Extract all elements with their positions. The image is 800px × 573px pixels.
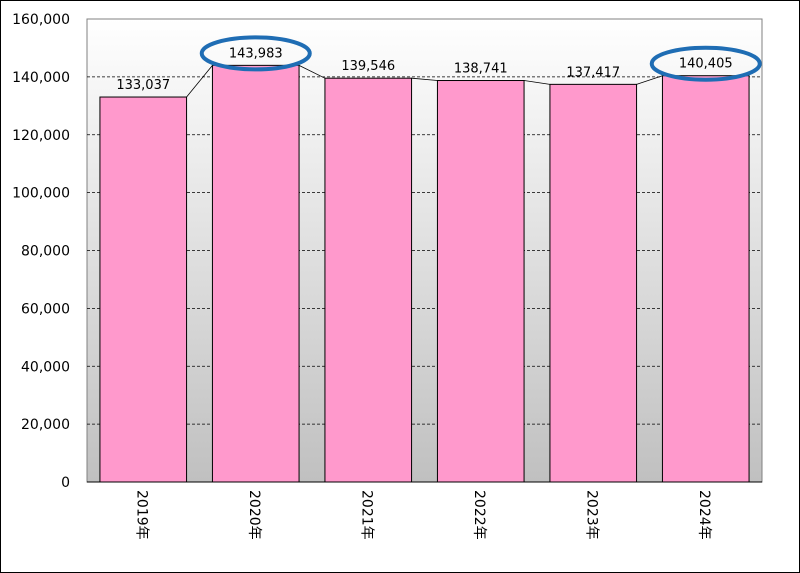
series-line bbox=[298, 64, 326, 79]
data-label: 140,405 bbox=[679, 57, 733, 72]
x-tick-label: 2023年 bbox=[583, 490, 599, 540]
data-label: 133,037 bbox=[116, 78, 170, 93]
series-line bbox=[524, 80, 550, 85]
y-tick-label: 20,000 bbox=[21, 417, 70, 433]
highlight-ring bbox=[199, 35, 312, 72]
series-connector-lines bbox=[186, 64, 663, 98]
data-label: 139,546 bbox=[341, 59, 395, 74]
data-label: 138,741 bbox=[454, 62, 508, 77]
highlight-rings bbox=[199, 35, 762, 82]
highlight-ring bbox=[649, 45, 762, 82]
data-label: 137,417 bbox=[566, 65, 620, 80]
x-tick-label: 2020年 bbox=[246, 490, 262, 540]
y-tick-label: 160,000 bbox=[12, 12, 70, 28]
y-tick-label: 0 bbox=[61, 475, 70, 491]
bars bbox=[99, 64, 750, 483]
series-line bbox=[636, 75, 663, 85]
y-tick-label: 120,000 bbox=[12, 128, 70, 144]
series-line bbox=[186, 65, 213, 98]
bar bbox=[549, 83, 638, 483]
y-axis-tick-labels: 0 20,000 40,000 60,000 80,000 100,000 120,000 1… bbox=[12, 12, 70, 491]
x-tick-label: 2021年 bbox=[358, 490, 374, 540]
y-tick-label: 140,000 bbox=[12, 70, 70, 86]
x-axis-category-labels: 2019年 2020年 2021年 2022年 2023年 2024年 bbox=[133, 490, 712, 540]
y-tick-label: 60,000 bbox=[21, 301, 70, 317]
x-tick-label: 2024年 bbox=[696, 490, 712, 540]
bar bbox=[661, 75, 750, 483]
x-tick-label: 2022年 bbox=[471, 490, 487, 540]
y-tick-label: 40,000 bbox=[21, 359, 70, 375]
bar bbox=[211, 64, 300, 483]
bar bbox=[436, 80, 525, 483]
x-tick-label: 2019年 bbox=[133, 490, 149, 540]
y-tick-label: 100,000 bbox=[12, 186, 70, 202]
bar bbox=[324, 77, 413, 483]
bar bbox=[99, 96, 188, 483]
y-tick-label: 80,000 bbox=[21, 244, 70, 260]
data-labels: 133,037 143,983 139,546 138,741 137,417 140,4… bbox=[116, 46, 732, 93]
series-line bbox=[411, 77, 438, 81]
gridlines bbox=[87, 76, 762, 425]
data-label: 143,983 bbox=[229, 46, 283, 61]
